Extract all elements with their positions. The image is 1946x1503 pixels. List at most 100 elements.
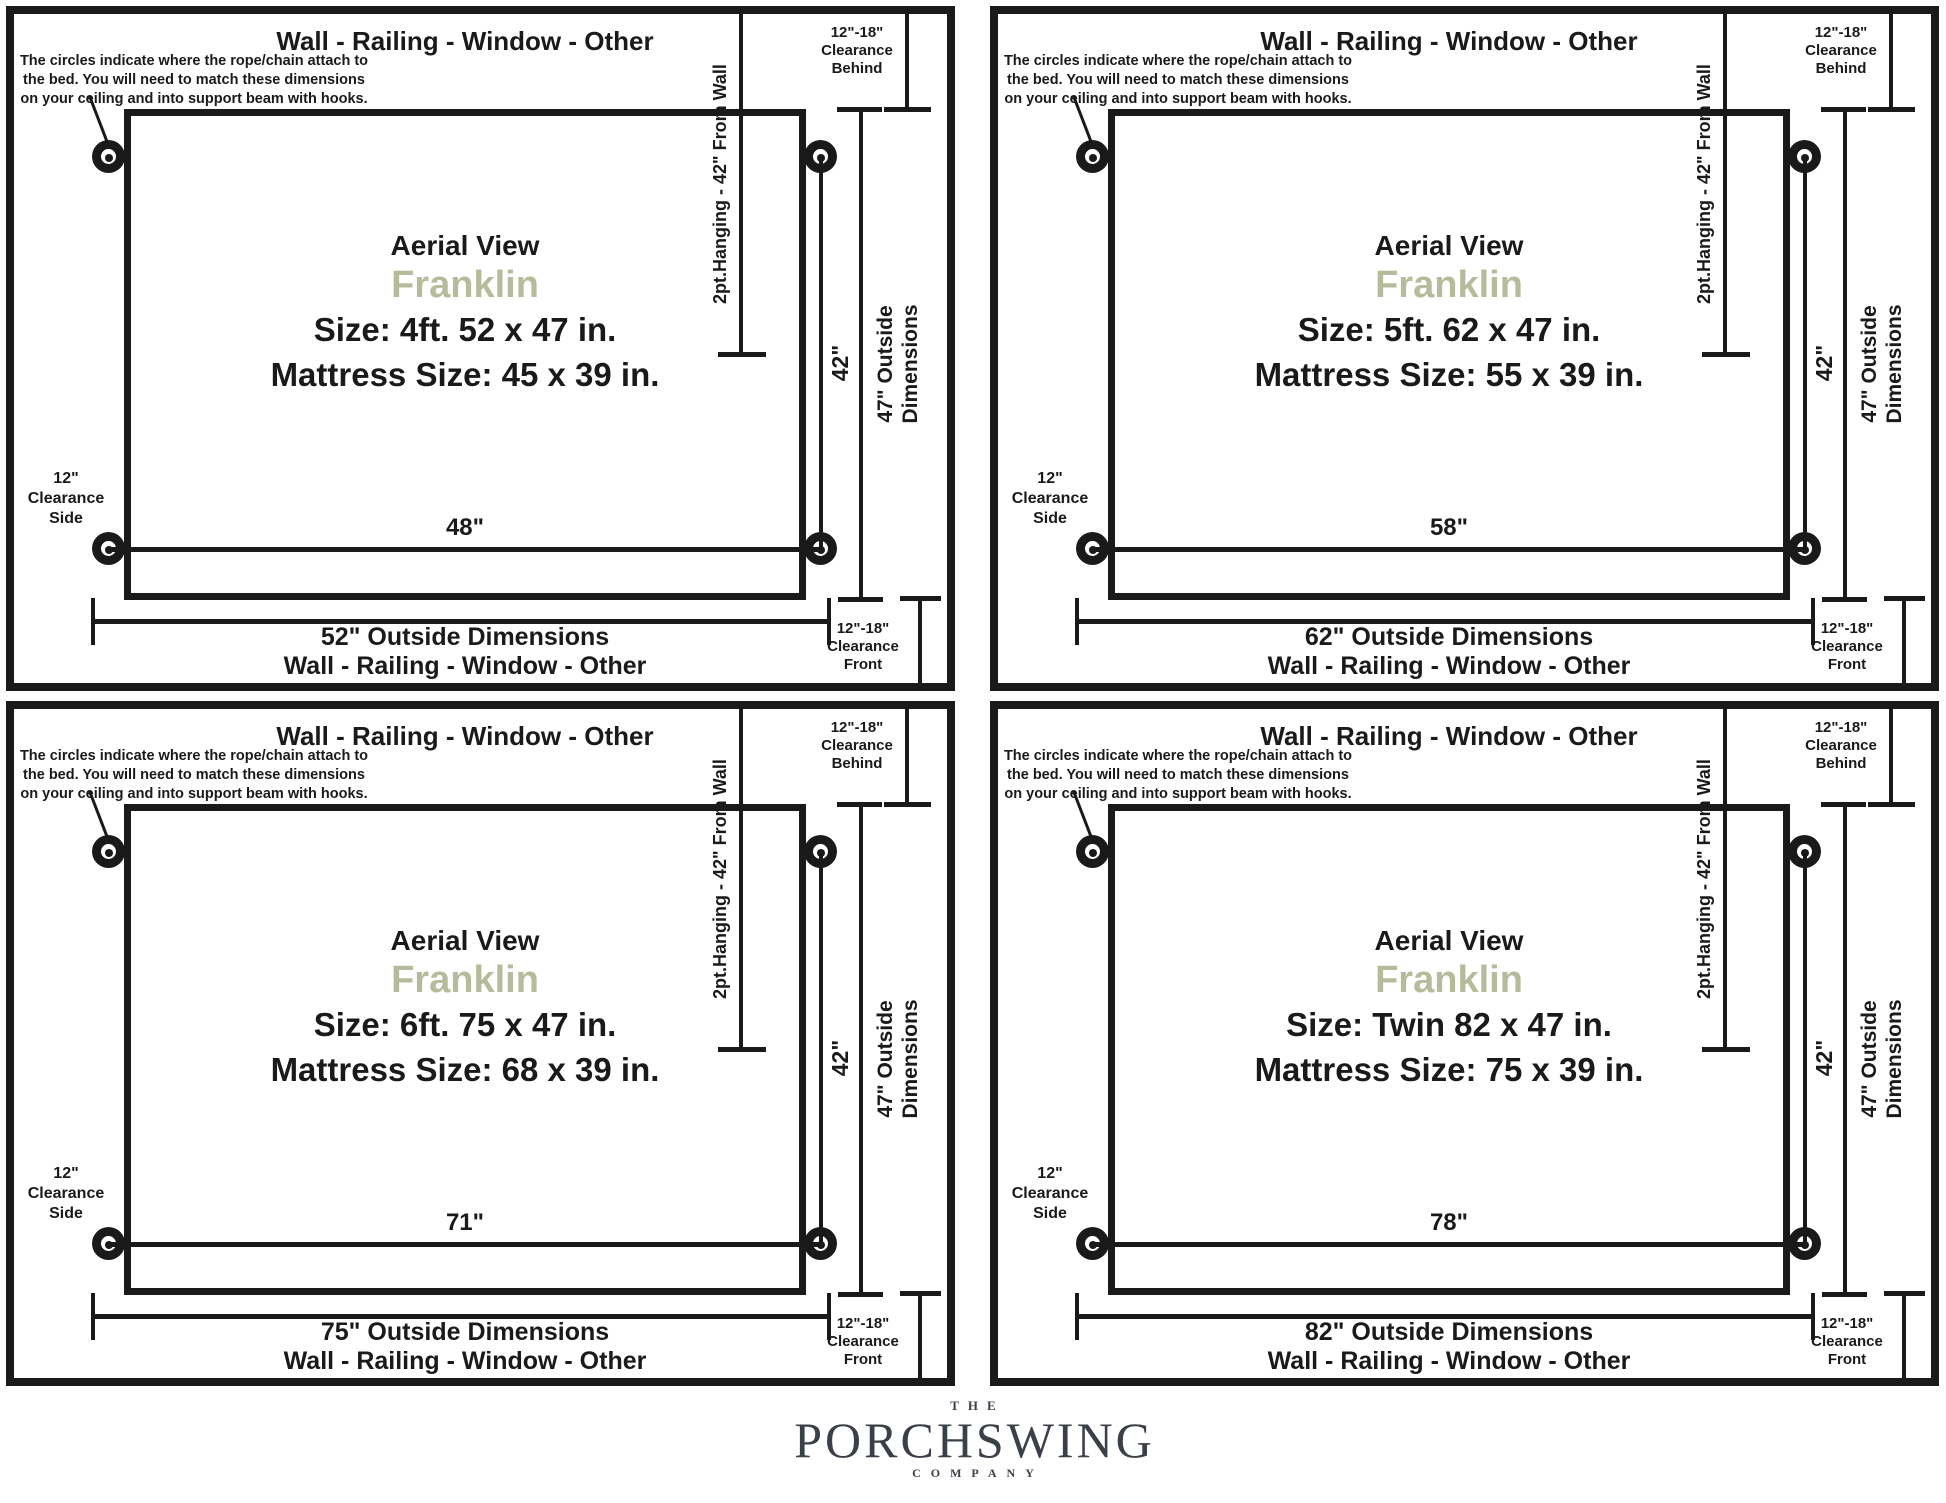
- clearance-side-line2: Clearance: [1011, 490, 1089, 507]
- outside-depth-label: 47" Outside Dimensions: [1857, 969, 1907, 1149]
- clearance-behind-line2: Clearance: [1805, 737, 1877, 754]
- attachment-circle-icon: [1076, 835, 1109, 868]
- clearance-front-line: [1902, 1291, 1906, 1378]
- logo-name: PORCHSWING: [794, 1412, 1155, 1468]
- outside-depth-tick: [1821, 107, 1866, 112]
- clearance-front-line: [918, 1291, 922, 1378]
- clearance-side-line1: 12": [1037, 470, 1063, 487]
- attachment-circle-icon: [92, 140, 125, 173]
- rope-chain-note: The circles indicate where the rope/chai…: [1002, 52, 1354, 109]
- outside-depth-label-line: 47" Outside: [874, 1000, 897, 1118]
- attachment-circle-icon: [92, 835, 125, 868]
- outside-width-label: 52" Outside Dimensions: [320, 623, 610, 651]
- bottom-wall-label: Wall - Railing - Window - Other: [1267, 1347, 1631, 1375]
- clearance-front-line2: Clearance: [827, 638, 899, 655]
- rope-chain-note-line: The circles indicate where the rope/chai…: [1003, 748, 1353, 764]
- outside-width-line: [1077, 1314, 1813, 1319]
- top-wall-label: Wall - Railing - Window - Other: [276, 26, 654, 56]
- outside-depth-label-line: 47" Outside: [874, 305, 897, 423]
- outside-depth-label-line: 47" Outside: [1858, 305, 1881, 423]
- hang-span-line: [1803, 852, 1807, 1244]
- clearance-side-label: 12" Clearance Side: [1000, 1164, 1100, 1224]
- model-name: Franklin: [391, 959, 539, 1001]
- clearance-behind-line1: 12"-18": [1814, 719, 1868, 736]
- clearance-side-line2: Clearance: [1011, 1185, 1089, 1202]
- clearance-behind-line1: 12"-18": [1814, 24, 1868, 41]
- rope-span-width-label: 78": [1429, 1209, 1469, 1236]
- clearance-behind-label: 12"-18" Clearance Behind: [797, 24, 917, 78]
- outside-depth-tick: [837, 802, 882, 807]
- outside-width-tick: [91, 598, 95, 645]
- clearance-behind-line3: Behind: [831, 755, 883, 772]
- aerial-view-label: Aerial View: [1374, 230, 1524, 261]
- rope-span-line: [1093, 547, 1805, 552]
- swing-size-panel: Wall - Railing - Window - Other The circ…: [990, 701, 1939, 1386]
- outside-depth-tick: [838, 1292, 883, 1297]
- outside-width-tick: [827, 1293, 831, 1340]
- clearance-behind-tick: [1868, 802, 1915, 807]
- clearance-side-line1: 12": [1037, 1165, 1063, 1182]
- panel-center-text: Aerial View Franklin Size: 4ft. 52 x 47 …: [115, 229, 815, 397]
- rope-chain-note-line: the bed. You will need to match these di…: [23, 72, 365, 88]
- mattress-size-label: Mattress Size: 75 x 39 in.: [1254, 1051, 1644, 1088]
- hang-span-label: 42": [1811, 1039, 1837, 1077]
- rope-chain-note-line: on your ceiling and into support beam wi…: [1004, 91, 1352, 107]
- bed-outline: [1108, 804, 1790, 1295]
- model-name: Franklin: [1375, 264, 1523, 306]
- clearance-side-label: 12" Clearance Side: [1000, 469, 1100, 529]
- clearance-front-line2: Clearance: [1811, 1333, 1883, 1350]
- bed-outline: [124, 109, 806, 600]
- outside-depth-tick: [1822, 1292, 1867, 1297]
- hang-span-label: 42": [827, 1039, 853, 1077]
- clearance-front-line3: Front: [1827, 1351, 1867, 1368]
- clearance-front-line1: 12"-18": [1820, 1315, 1874, 1332]
- rope-chain-note: The circles indicate where the rope/chai…: [1002, 747, 1354, 804]
- swing-size-panel: Wall - Railing - Window - Other The circ…: [990, 6, 1939, 691]
- outside-width-tick: [827, 598, 831, 645]
- clearance-front-line3: Front: [843, 1351, 883, 1368]
- outside-depth-line: [1843, 109, 1847, 600]
- outside-depth-label-line: Dimensions: [1883, 304, 1906, 424]
- hang-span-line: [819, 852, 823, 1244]
- panel-center-text: Aerial View Franklin Size: Twin 82 x 47 …: [1099, 924, 1799, 1092]
- clearance-side-line3: Side: [1033, 1205, 1067, 1222]
- panel-center-text: Aerial View Franklin Size: 5ft. 62 x 47 …: [1099, 229, 1799, 397]
- outside-depth-label: 47" Outside Dimensions: [1857, 274, 1907, 454]
- outside-width-tick: [1075, 1293, 1079, 1340]
- clearance-behind-label: 12"-18" Clearance Behind: [797, 719, 917, 773]
- clearance-front-line3: Front: [1827, 656, 1867, 673]
- rope-span-width-label: 48": [445, 514, 485, 541]
- outside-depth-tick: [838, 597, 883, 602]
- aerial-view-label: Aerial View: [390, 230, 540, 261]
- clearance-behind-line3: Behind: [1815, 60, 1867, 77]
- outside-depth-label-line: Dimensions: [899, 304, 922, 424]
- attachment-circle-icon: [1076, 140, 1109, 173]
- clearance-side-line3: Side: [1033, 510, 1067, 527]
- logo-the: THE: [950, 1398, 1005, 1413]
- clearance-front-label: 12"-18" Clearance Front: [1787, 1315, 1907, 1369]
- size-diagram-grid: Wall - Railing - Window - Other The circ…: [6, 6, 1939, 1386]
- clearance-behind-line1: 12"-18": [830, 24, 884, 41]
- clearance-front-line1: 12"-18": [1820, 620, 1874, 637]
- hanging-distance-label: 2pt.Hanging - 42" From Wall: [710, 759, 730, 999]
- outside-depth-label: 47" Outside Dimensions: [873, 274, 923, 454]
- rope-span-line: [109, 1242, 821, 1247]
- clearance-behind-tick: [884, 107, 931, 112]
- top-wall-label: Wall - Railing - Window - Other: [1260, 721, 1638, 751]
- mattress-size-label: Mattress Size: 45 x 39 in.: [270, 356, 660, 393]
- rope-chain-note-line: the bed. You will need to match these di…: [1007, 72, 1349, 88]
- hang-span-label: 42": [1811, 344, 1837, 382]
- clearance-behind-line: [1889, 14, 1893, 109]
- outside-width-tick: [1811, 598, 1815, 645]
- rope-chain-note: The circles indicate where the rope/chai…: [18, 747, 370, 804]
- clearance-behind-line: [905, 709, 909, 804]
- outside-depth-line: [1843, 804, 1847, 1295]
- hanging-distance-label: 2pt.Hanging - 42" From Wall: [710, 64, 730, 304]
- clearance-behind-tick: [1868, 107, 1915, 112]
- clearance-front-label: 12"-18" Clearance Front: [803, 1315, 923, 1369]
- rope-span-width-label: 71": [445, 1209, 485, 1236]
- outside-width-label: 62" Outside Dimensions: [1304, 623, 1594, 651]
- logo: THE PORCHSWING COMPANY: [0, 1398, 1946, 1481]
- clearance-front-line1: 12"-18": [836, 1315, 890, 1332]
- rope-chain-note-line: the bed. You will need to match these di…: [23, 767, 365, 783]
